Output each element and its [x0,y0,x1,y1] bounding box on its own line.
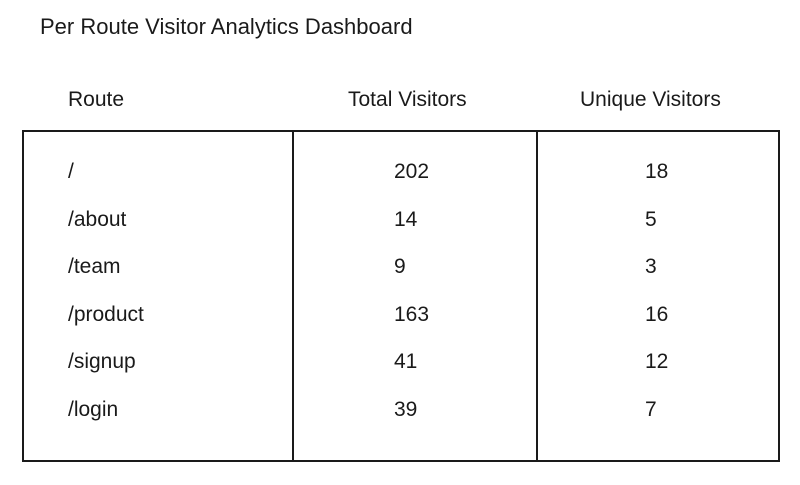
total-visitors-cell: 202 [394,160,430,183]
route-cell: /login [68,398,119,421]
route-cell: /product [68,303,144,326]
table-row: /login 39 7 [0,396,800,424]
unique-visitors-cell: 12 [645,350,669,373]
column-divider [536,130,538,462]
column-header-route: Route [68,88,125,111]
table-row: / 202 18 [0,158,800,186]
total-visitors-cell: 163 [394,303,430,326]
total-visitors-cell: 39 [394,398,418,421]
table-row: /signup 41 12 [0,348,800,376]
route-cell: / [68,160,74,183]
column-header-total-visitors: Total Visitors [348,88,467,111]
unique-visitors-cell: 18 [645,160,669,183]
visitor-table [22,130,780,462]
unique-visitors-cell: 5 [645,208,657,231]
unique-visitors-cell: 3 [645,255,657,278]
total-visitors-cell: 14 [394,208,418,231]
column-header-unique-visitors: Unique Visitors [580,88,721,111]
table-row: /team 9 3 [0,253,800,281]
total-visitors-cell: 9 [394,255,406,278]
route-cell: /team [68,255,121,278]
total-visitors-cell: 41 [394,350,418,373]
route-cell: /about [68,208,127,231]
unique-visitors-cell: 7 [645,398,657,421]
table-row: /product 163 16 [0,301,800,329]
route-cell: /signup [68,350,136,373]
column-divider [292,130,294,462]
page-title: Per Route Visitor Analytics Dashboard [40,14,413,39]
table-row: /about 14 5 [0,206,800,234]
unique-visitors-cell: 16 [645,303,669,326]
